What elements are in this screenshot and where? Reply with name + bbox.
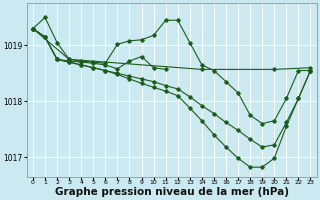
X-axis label: Graphe pression niveau de la mer (hPa): Graphe pression niveau de la mer (hPa) <box>55 187 289 197</box>
